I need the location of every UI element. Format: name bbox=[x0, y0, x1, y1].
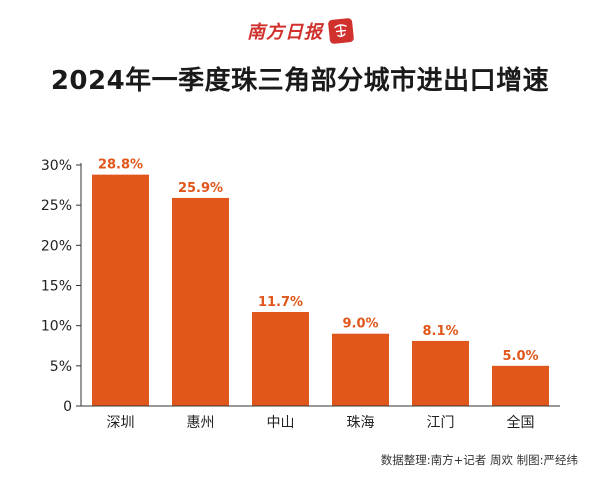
bar-value-label: 25.9% bbox=[178, 181, 223, 196]
y-tick-label: 30% bbox=[41, 158, 72, 174]
bar-value-label: 28.8% bbox=[98, 158, 143, 173]
bar bbox=[172, 197, 229, 406]
masthead: 南方日报 bbox=[0, 17, 600, 45]
chart-title: 2024年一季度珠三角部分城市进出口增速 bbox=[50, 66, 550, 96]
x-category-label: 深圳 bbox=[107, 415, 135, 431]
masthead-logo: 南方日报 bbox=[247, 22, 323, 43]
y-tick-label: 20% bbox=[41, 238, 72, 254]
y-tick-label: 5% bbox=[50, 359, 72, 375]
source-credit: 数据整理:南方+记者 周欢 制图:严经纬 bbox=[380, 453, 578, 467]
x-category-label: 全国 bbox=[507, 414, 535, 431]
bar bbox=[492, 365, 549, 406]
bar bbox=[252, 312, 309, 406]
y-axis: 0 5% 10% 15% 20% 25% 30% bbox=[41, 158, 82, 415]
x-category-label: 江门 bbox=[427, 415, 455, 431]
y-tick-label: 10% bbox=[41, 319, 72, 335]
bar bbox=[412, 340, 469, 406]
x-category-label: 珠海 bbox=[347, 415, 375, 431]
x-axis: 深圳 惠州 中山 珠海 江门 全国 bbox=[81, 405, 560, 431]
bar bbox=[92, 174, 149, 406]
y-tick-label: 25% bbox=[41, 198, 72, 214]
bar bbox=[332, 333, 389, 406]
bar-value-label: 9.0% bbox=[342, 317, 378, 332]
bars: 28.8% 25.9% 11.7% 9.0% 8.1% 5.0% bbox=[92, 158, 549, 406]
x-category-label: 中山 bbox=[267, 415, 295, 431]
seal-icon bbox=[327, 17, 355, 45]
bar-value-label: 5.0% bbox=[502, 349, 538, 364]
y-tick-label: 15% bbox=[41, 279, 72, 295]
bar-value-label: 11.7% bbox=[258, 295, 303, 310]
y-tick-label: 0 bbox=[63, 399, 72, 415]
bar-value-label: 8.1% bbox=[422, 324, 458, 339]
x-category-label: 惠州 bbox=[187, 415, 215, 431]
